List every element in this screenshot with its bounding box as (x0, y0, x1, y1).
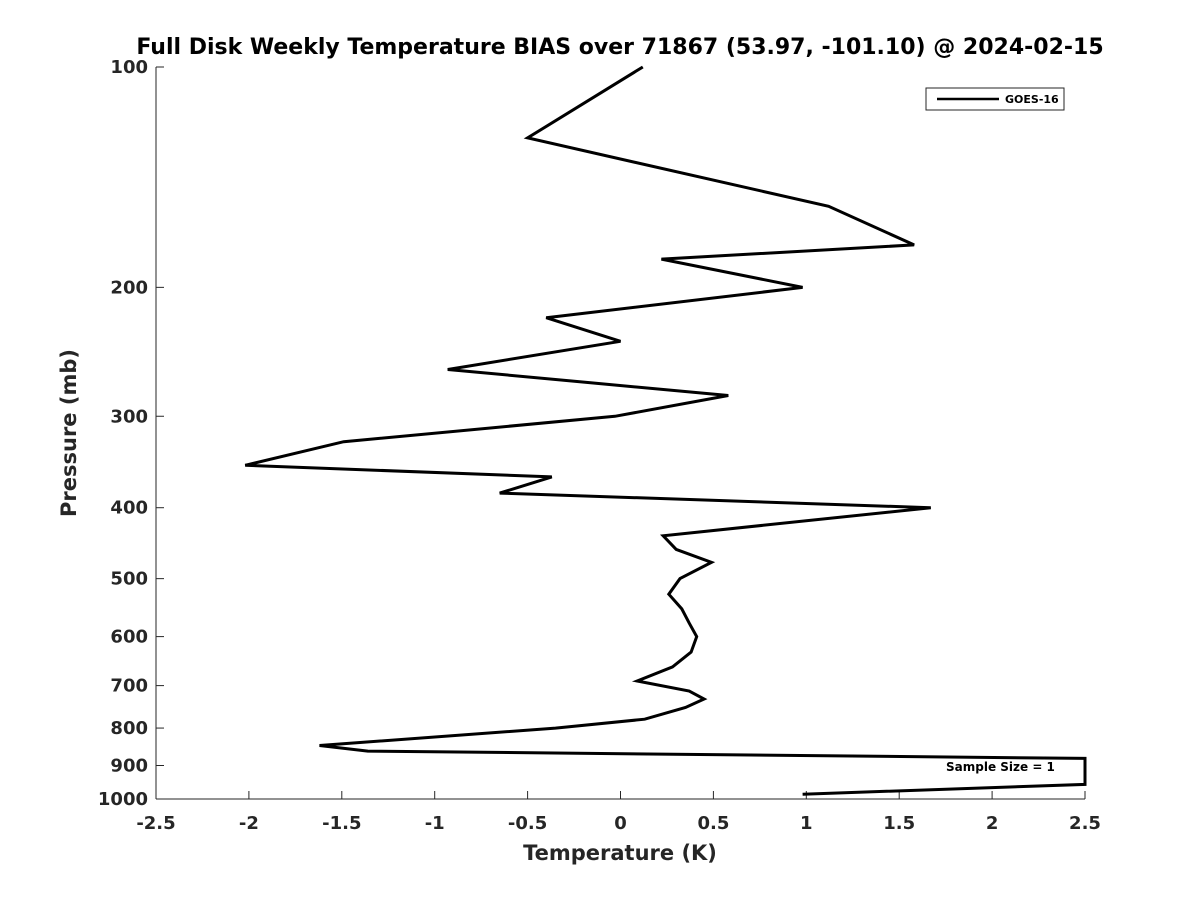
x-tick-label: -1.5 (322, 813, 361, 834)
legend-label: GOES-16 (1005, 93, 1059, 106)
y-ticks: 100 200 300 400 500 600 700 800 900 1000 (98, 57, 164, 810)
plot-frame (156, 67, 1085, 799)
y-tick-label: 1000 (98, 789, 148, 810)
x-tick-label: 1 (800, 813, 813, 834)
legend[interactable]: GOES-16 (925, 87, 1065, 111)
x-tick-label: 2.5 (1069, 813, 1101, 834)
y-tick-label: 500 (110, 569, 148, 590)
y-tick-label: 800 (110, 718, 148, 739)
x-tick-label: -2 (239, 813, 259, 834)
y-tick-label: 100 (110, 57, 148, 78)
y-tick-label: 900 (110, 756, 148, 777)
x-tick-label: 1.5 (883, 813, 915, 834)
chart-title: Full Disk Weekly Temperature BIAS over 7… (136, 35, 1103, 60)
x-tick-label: -2.5 (136, 813, 175, 834)
x-tick-label: 2 (986, 813, 999, 834)
series-layer (244, 65, 1087, 796)
y-tick-label: 200 (110, 277, 148, 298)
y-tick-label: 600 (110, 627, 148, 648)
x-ticks: -2.5 -2 -1.5 -1 -0.5 0 0.5 1 1.5 2 2.5 (136, 791, 1101, 834)
sample-size-annotation: Sample Size = 1 (946, 760, 1055, 774)
y-axis-title: Pressure (mb) (57, 349, 81, 517)
x-axis-title: Temperature (K) (523, 841, 717, 865)
series-line-goes-16[interactable] (244, 65, 1087, 796)
x-tick-label: -1 (425, 813, 445, 834)
y-tick-label: 700 (110, 676, 148, 697)
x-tick-label: -0.5 (508, 813, 547, 834)
x-tick-label: 0.5 (697, 813, 729, 834)
y-tick-label: 300 (110, 406, 148, 427)
x-tick-label: 0 (614, 813, 627, 834)
y-tick-label: 400 (110, 498, 148, 519)
